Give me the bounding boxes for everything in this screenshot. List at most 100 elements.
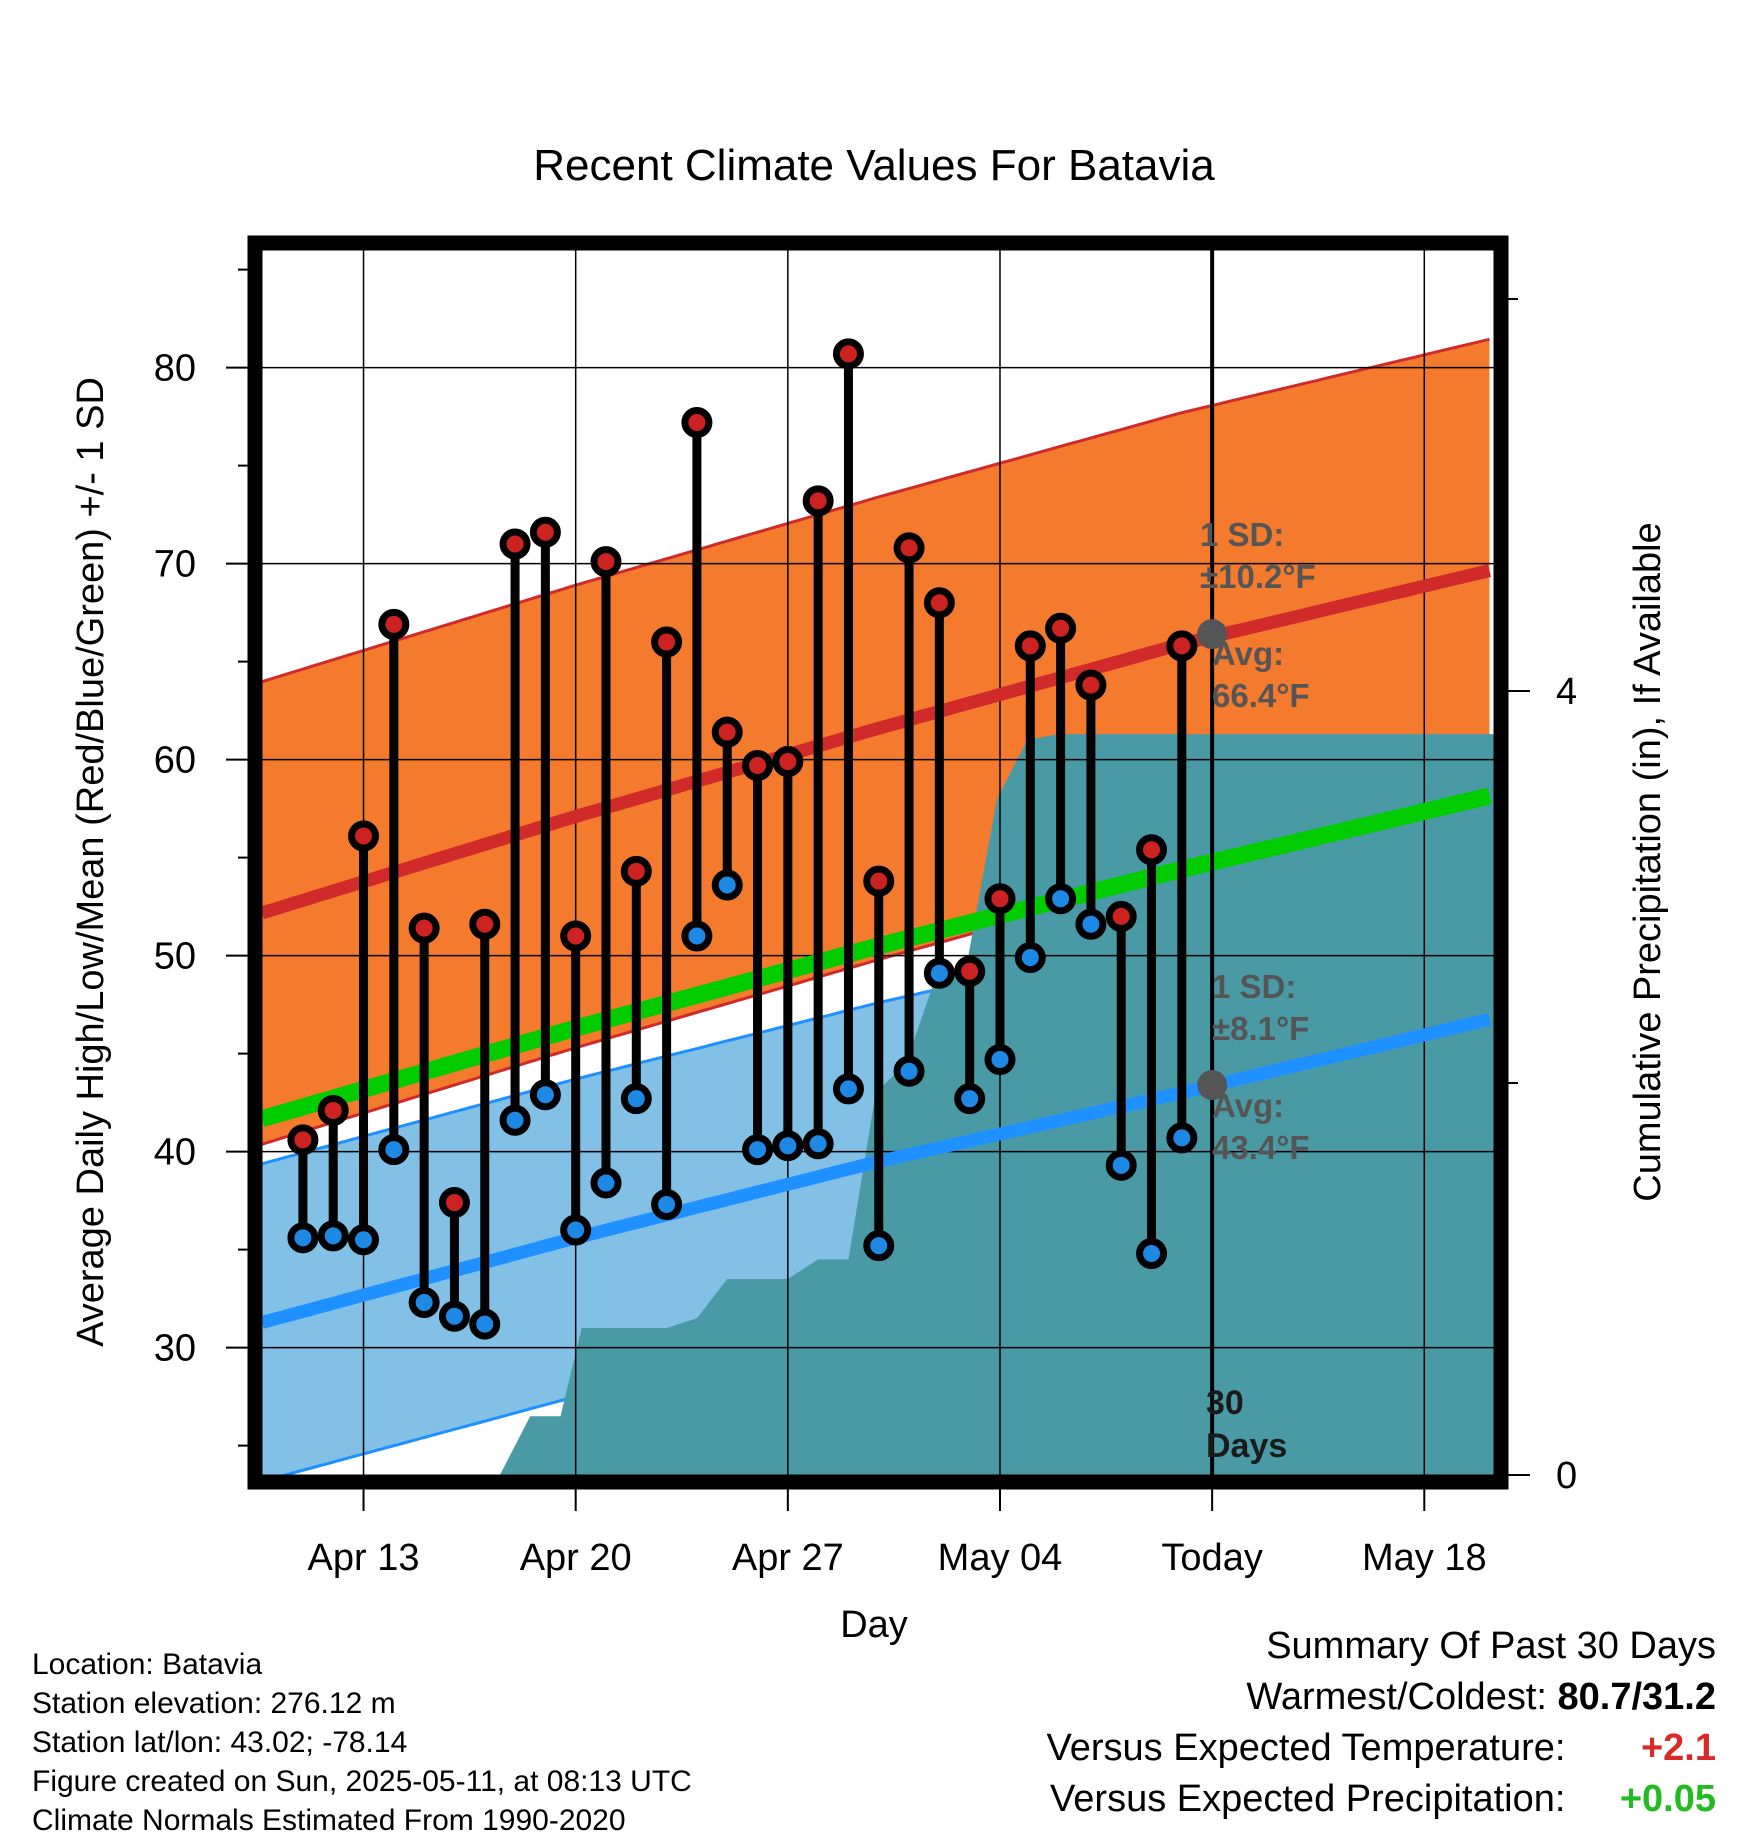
daily-low-point	[711, 869, 743, 901]
low-sd-value: ±8.1°F	[1212, 1010, 1309, 1047]
precipitation-row: Versus Expected Precipitation: +0.05	[1047, 1774, 1716, 1825]
low-avg-label: Avg:	[1212, 1087, 1284, 1124]
daily-low-point	[1045, 883, 1077, 915]
temperature-label: Versus Expected Temperature:	[1046, 1727, 1566, 1769]
daily-low-point	[681, 920, 713, 952]
station-info: Location: Batavia Station elevation: 276…	[32, 1645, 692, 1840]
y-tick-label: 50	[154, 936, 196, 978]
low-sd-label: 1 SD:	[1212, 968, 1296, 1005]
daily-low-point	[742, 1134, 774, 1166]
y2-axis-label: Cumulative Precipitation (in), If Availa…	[1627, 522, 1669, 1201]
normals-text: Climate Normals Estimated From 1990-2020	[32, 1804, 626, 1837]
x-tick-label: May 04	[938, 1537, 1063, 1579]
daily-low-point	[923, 957, 955, 989]
daily-high-point	[620, 855, 652, 887]
high-avg-label: Avg:	[1212, 635, 1284, 672]
y-tick-label: 70	[154, 544, 196, 586]
daily-low-point	[1075, 908, 1107, 940]
daily-low-point	[984, 1043, 1016, 1075]
daily-high-point	[1075, 669, 1107, 701]
latlon-text: Station lat/lon: 43.02; -78.14	[32, 1726, 408, 1759]
daily-high-point	[711, 716, 743, 748]
daily-high-point	[802, 485, 834, 517]
plot-area	[262, 250, 1494, 1475]
low-average-marker	[1197, 1069, 1228, 1100]
y-tick-label: 80	[154, 348, 196, 390]
daily-low-point	[1136, 1238, 1168, 1270]
daily-low-point	[954, 1083, 986, 1115]
daily-low-point	[863, 1230, 895, 1262]
summary-heading: Summary Of Past 30 Days	[1266, 1625, 1716, 1667]
elevation-text: Station elevation: 276.12 m	[32, 1687, 396, 1720]
days-label-line1: 30	[1206, 1384, 1244, 1422]
daily-low-point	[893, 1055, 925, 1087]
daily-low-point	[1166, 1122, 1198, 1154]
daily-high-point	[954, 955, 986, 987]
daily-low-point	[499, 1104, 531, 1136]
y-axis-label: Average Daily High/Low/Mean (Red/Blue/Gr…	[70, 377, 112, 1347]
daily-high-point	[1136, 834, 1168, 866]
high-sd-upper-edge	[262, 337, 1490, 684]
y2-tick-label: 0	[1556, 1455, 1577, 1497]
daily-high-point	[529, 516, 561, 548]
daily-high-point	[681, 406, 713, 438]
daily-low-point	[832, 1073, 864, 1105]
daily-low-point	[560, 1214, 592, 1246]
daily-high-point	[742, 749, 774, 781]
x-tick-label: Apr 13	[308, 1537, 420, 1579]
y2-tick-label: 4	[1556, 671, 1577, 713]
x-tick-label: May 18	[1362, 1537, 1487, 1579]
daily-high-point	[893, 532, 925, 564]
x-tick-label: Apr 27	[732, 1537, 844, 1579]
daily-high-point	[499, 528, 531, 560]
summary-panel: Summary Of Past 30 Days Warmest/Coldest:…	[1047, 1621, 1716, 1825]
daily-low-point	[529, 1079, 561, 1111]
daily-high-point	[1166, 630, 1198, 662]
daily-high-point	[863, 865, 895, 897]
daily-high-point	[1014, 630, 1046, 662]
temperature-value: +2.1	[1640, 1727, 1716, 1769]
daily-high-point	[923, 587, 955, 619]
daily-high-point	[348, 820, 380, 852]
high-avg-value: 66.4°F	[1212, 677, 1310, 714]
daily-high-point	[1105, 900, 1137, 932]
daily-high-point	[1045, 612, 1077, 644]
daily-low-point	[438, 1300, 470, 1332]
daily-high-point	[772, 746, 804, 778]
y-tick-label: 30	[154, 1328, 196, 1370]
daily-high-point	[469, 908, 501, 940]
daily-high-point	[590, 546, 622, 578]
high-sd-value: ±10.2°F	[1200, 558, 1316, 595]
daily-low-point	[772, 1130, 804, 1162]
chart-title: Recent Climate Values For Batavia	[533, 141, 1215, 190]
daily-low-point	[469, 1308, 501, 1340]
daily-high-point	[984, 883, 1016, 915]
daily-high-point	[651, 626, 683, 658]
precipitation-value: +0.05	[1619, 1778, 1716, 1820]
daily-low-point	[802, 1128, 834, 1160]
daily-high-point	[438, 1187, 470, 1219]
x-tick-label: Today	[1161, 1537, 1262, 1579]
warmest-coldest-row: Warmest/Coldest: 80.7/31.2	[1047, 1672, 1716, 1723]
daily-low-point	[317, 1220, 349, 1252]
warmest-coldest-label: Warmest/Coldest:	[1246, 1676, 1547, 1718]
daily-low-point	[378, 1134, 410, 1166]
daily-low-point	[590, 1167, 622, 1199]
daily-low-point	[620, 1083, 652, 1115]
x-tick-label: Apr 20	[520, 1537, 632, 1579]
daily-high-point	[560, 920, 592, 952]
location-text: Location: Batavia	[32, 1648, 263, 1681]
low-avg-value: 43.4°F	[1212, 1129, 1310, 1166]
daily-low-point	[348, 1224, 380, 1256]
days-label-line2: Days	[1206, 1427, 1287, 1465]
y-tick-label: 40	[154, 1132, 196, 1174]
daily-high-point	[832, 338, 864, 370]
daily-low-point	[1014, 942, 1046, 974]
warmest-coldest-value: 80.7/31.2	[1557, 1676, 1716, 1718]
daily-high-point	[287, 1124, 319, 1156]
y-tick-label: 60	[154, 740, 196, 782]
daily-high-point	[378, 608, 410, 640]
daily-low-point	[408, 1287, 440, 1319]
daily-high-point	[317, 1094, 349, 1126]
